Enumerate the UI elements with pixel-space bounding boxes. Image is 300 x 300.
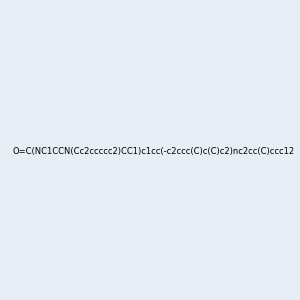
Text: O=C(NC1CCN(Cc2ccccc2)CC1)c1cc(-c2ccc(C)c(C)c2)nc2cc(C)ccc12: O=C(NC1CCN(Cc2ccccc2)CC1)c1cc(-c2ccc(C)c… — [13, 147, 295, 156]
